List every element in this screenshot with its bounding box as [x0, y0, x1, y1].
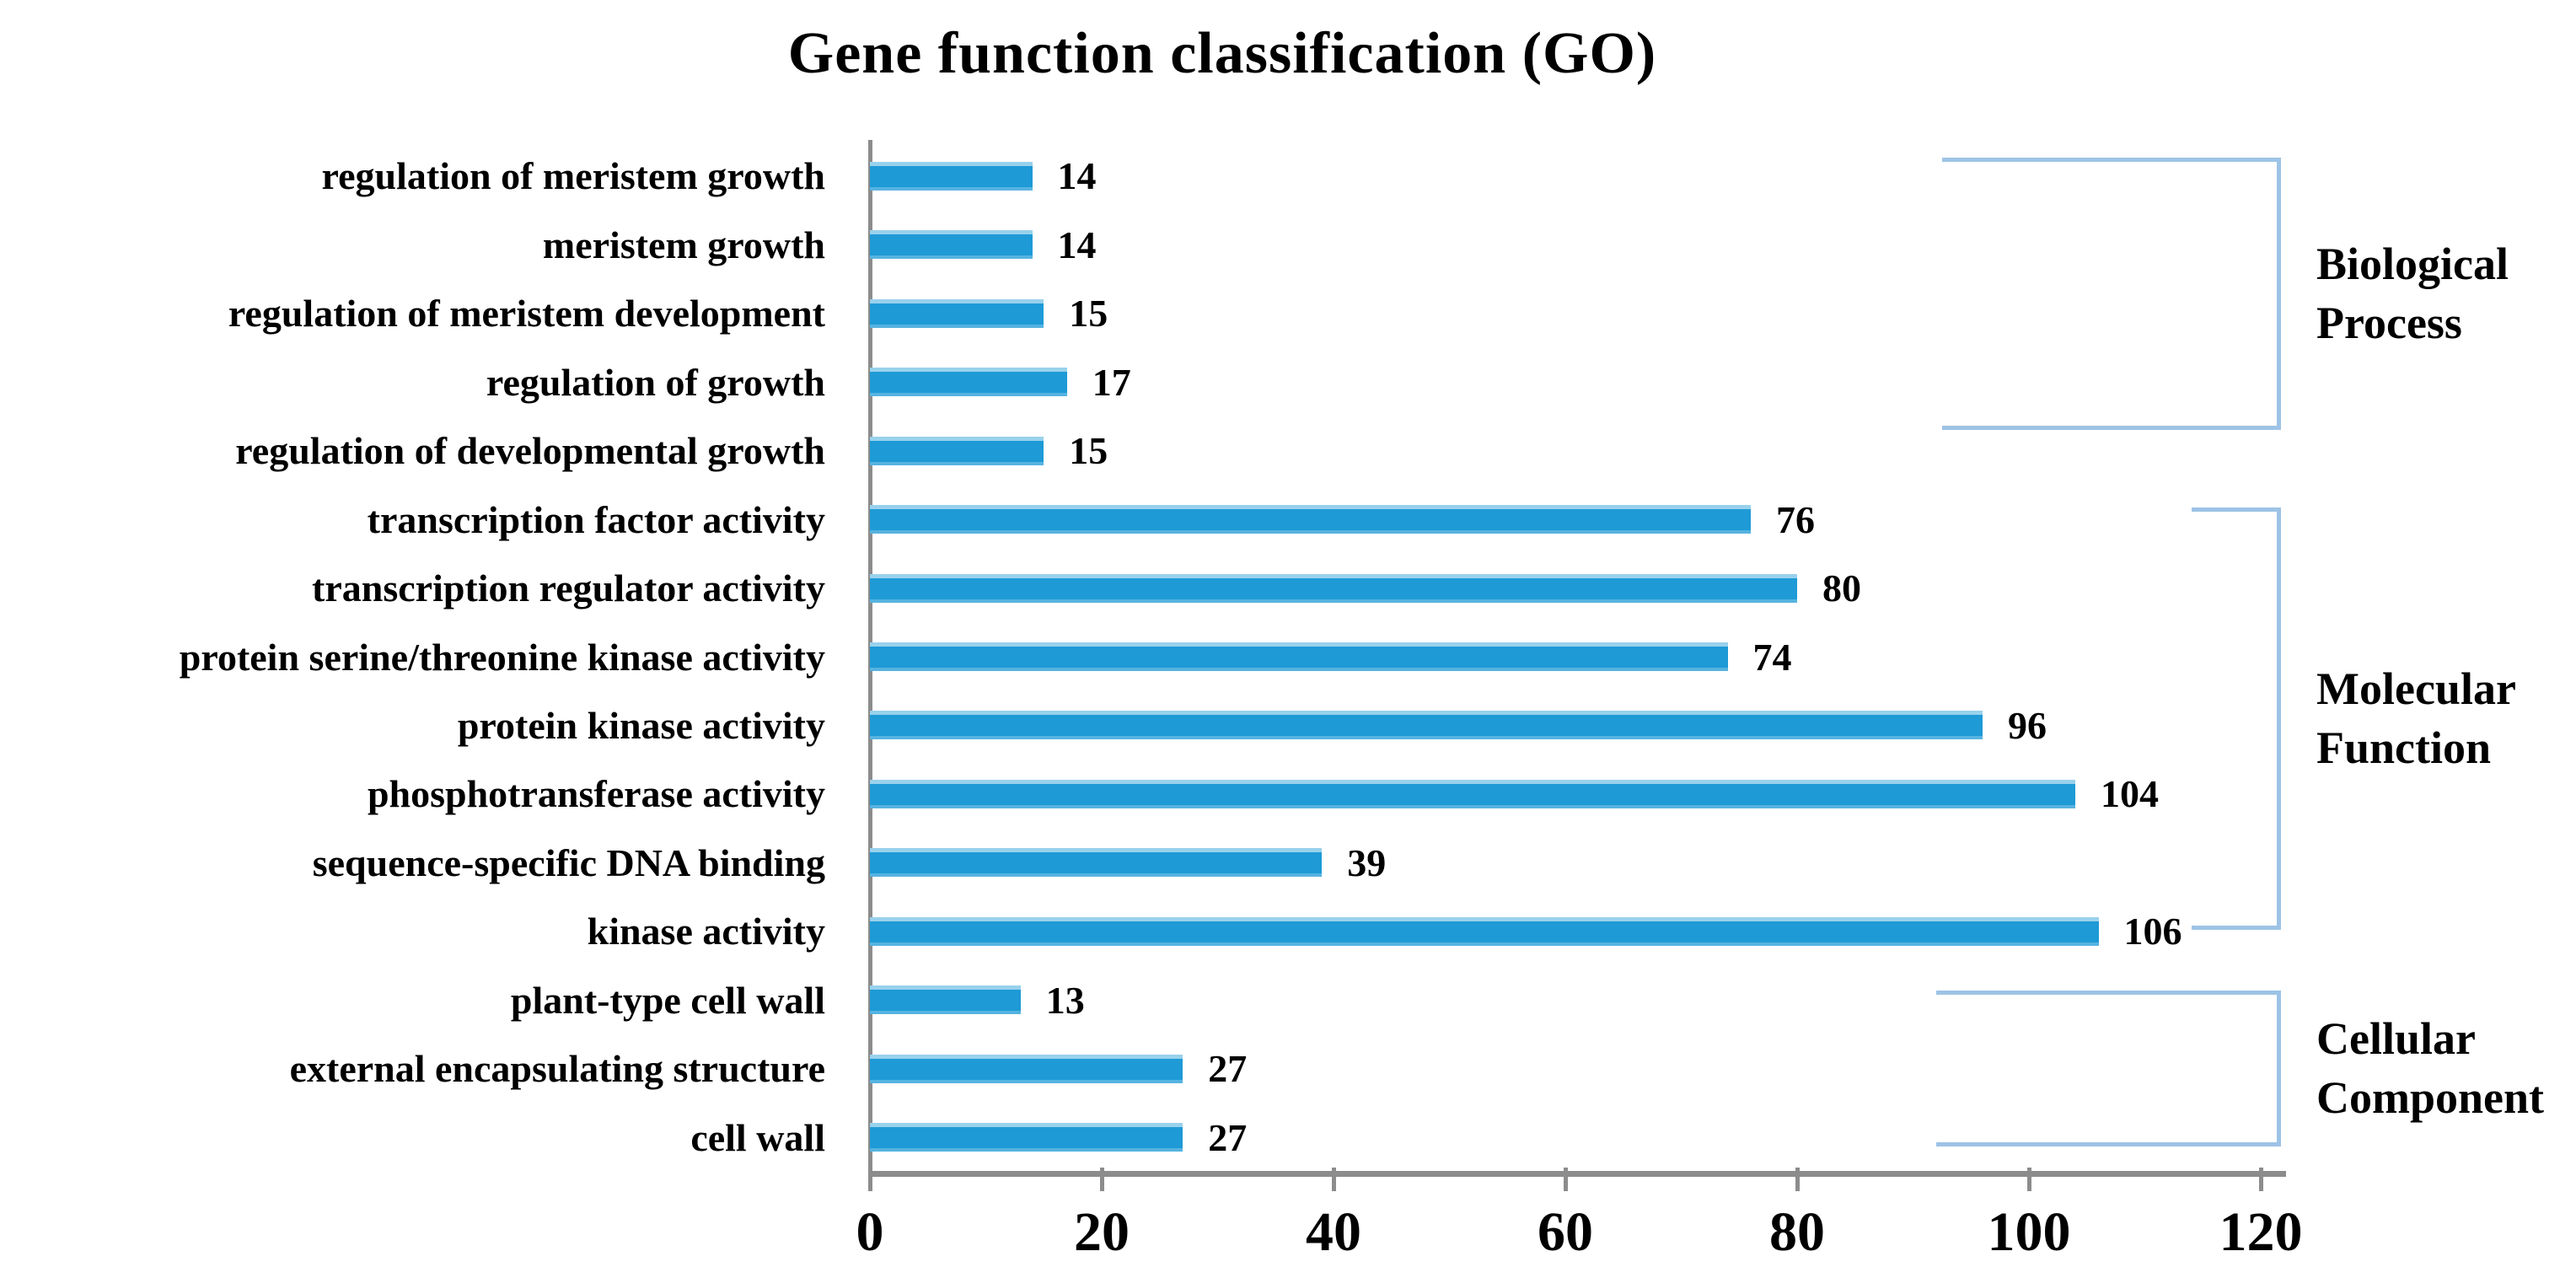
chart-row: regulation of meristem growth 14 — [0, 142, 2286, 210]
chart-row: regulation of meristem development 15 — [0, 279, 2286, 347]
x-axis-line — [868, 1171, 2286, 1177]
bar-track: 27 — [870, 1103, 2261, 1172]
bar-track: 13 — [870, 966, 2261, 1034]
value-label: 15 — [1069, 292, 1108, 336]
bar — [870, 298, 1044, 328]
bar-track: 14 — [870, 142, 2261, 210]
bar — [870, 161, 1033, 191]
chart-row: kinase activity 106 — [0, 897, 2286, 965]
bar-track: 74 — [870, 622, 2261, 690]
bar-track: 39 — [870, 829, 2261, 897]
group-label-molecular-function: Molecular Function — [2316, 663, 2515, 773]
value-label: 13 — [1045, 978, 1085, 1022]
bar — [870, 779, 2075, 808]
value-label: 76 — [1776, 497, 1815, 541]
chart-row: regulation of developmental growth 15 — [0, 416, 2286, 485]
value-label: 39 — [1347, 840, 1387, 884]
value-label: 104 — [2101, 772, 2159, 816]
chart-row: sequence-specific DNA binding 39 — [0, 829, 2286, 897]
bar — [870, 573, 1797, 603]
bar — [870, 985, 1021, 1015]
group-label-cellular-component: Cellular Component — [2316, 1013, 2545, 1123]
bar-track: 76 — [870, 485, 2261, 553]
chart-row: transcription regulator activity 80 — [0, 554, 2286, 622]
bar-track: 15 — [870, 416, 2261, 485]
bar-track: 17 — [870, 347, 2261, 416]
chart-row: plant-type cell wall 13 — [0, 966, 2286, 1034]
category-label: meristem growth — [542, 223, 825, 266]
x-tick-label: 40 — [1305, 1201, 1361, 1263]
bar — [870, 711, 1983, 740]
group-bracket-cellular-component — [1936, 991, 2281, 1146]
bar — [870, 1054, 1183, 1083]
bar — [870, 505, 1751, 534]
category-label: kinase activity — [587, 910, 825, 953]
category-label: protein kinase activity — [457, 703, 825, 747]
group-bracket-molecular-function — [2192, 507, 2281, 930]
chart-row: meristem growth 14 — [0, 210, 2286, 278]
category-label: sequence-specific DNA binding — [312, 840, 825, 884]
bar — [870, 1123, 1183, 1152]
x-tick-label: 20 — [1074, 1201, 1130, 1263]
value-label: 14 — [1057, 154, 1097, 198]
category-label: phosphotransferase activity — [367, 772, 825, 816]
bar-track: 14 — [870, 210, 2261, 278]
category-label: regulation of growth — [486, 360, 825, 404]
bar — [870, 230, 1033, 260]
chart-row: protein serine/threonine kinase activity… — [0, 622, 2286, 690]
chart-row: transcription factor activity 76 — [0, 485, 2286, 553]
chart-row: regulation of growth 17 — [0, 347, 2286, 416]
value-label: 74 — [1752, 635, 1792, 679]
chart-title: Gene function classification (GO) — [787, 21, 1657, 86]
chart-row: external encapsulating structure 27 — [0, 1034, 2286, 1103]
value-label: 17 — [1092, 360, 1131, 404]
bar — [870, 848, 1323, 878]
x-tick-label: 0 — [856, 1201, 884, 1263]
category-label: external encapsulating structure — [289, 1047, 825, 1091]
category-label: transcription regulator activity — [312, 567, 825, 610]
x-tick-label: 80 — [1769, 1201, 1825, 1263]
bar-rows: regulation of meristem growth 14 meriste… — [0, 142, 2286, 1172]
bar-track: 80 — [870, 554, 2261, 622]
bar — [870, 642, 1728, 672]
category-label: transcription factor activity — [367, 497, 825, 541]
category-label: regulation of meristem growth — [321, 154, 825, 198]
chart-row: protein kinase activity 96 — [0, 691, 2286, 760]
category-label: plant-type cell wall — [510, 978, 825, 1022]
group-label-biological-process: Biological Process — [2316, 239, 2509, 348]
x-tick-label: 100 — [1987, 1201, 2071, 1263]
bar — [870, 916, 2099, 946]
value-label: 106 — [2123, 910, 2182, 953]
bar-track: 106 — [870, 897, 2261, 965]
category-label: protein serine/threonine kinase activity — [179, 635, 825, 679]
bar — [870, 436, 1044, 465]
group-bracket-biological-process — [1942, 158, 2281, 430]
bar-track: 104 — [870, 760, 2261, 828]
bar — [870, 368, 1067, 397]
bar-track: 15 — [870, 279, 2261, 347]
category-label: regulation of meristem development — [228, 292, 825, 336]
x-tick-label: 60 — [1538, 1201, 1593, 1263]
bar-track: 27 — [870, 1034, 2261, 1103]
value-label: 27 — [1208, 1115, 1248, 1159]
chart-row: phosphotransferase activity 104 — [0, 760, 2286, 828]
category-label: cell wall — [690, 1115, 825, 1159]
bar-track: 96 — [870, 691, 2261, 760]
value-label: 80 — [1822, 567, 1861, 610]
chart-row: cell wall 27 — [0, 1103, 2286, 1172]
value-label: 27 — [1208, 1047, 1248, 1091]
value-label: 15 — [1069, 429, 1108, 473]
x-tick-label: 120 — [2219, 1201, 2303, 1263]
value-label: 96 — [2008, 703, 2047, 747]
category-label: regulation of developmental growth — [235, 429, 825, 473]
value-label: 14 — [1057, 223, 1097, 266]
